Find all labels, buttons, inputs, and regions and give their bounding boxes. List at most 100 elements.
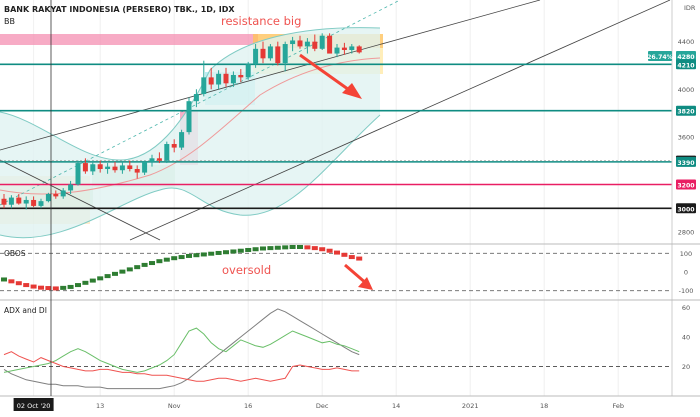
price-tick-label: 3600 xyxy=(678,133,695,141)
candle-body xyxy=(156,158,162,161)
candle-body xyxy=(260,48,266,59)
arrow-down-price xyxy=(299,53,362,99)
candle-body xyxy=(1,198,7,205)
obos-mark xyxy=(30,284,37,289)
candle-body xyxy=(223,73,229,84)
price-tag-label: 4280 xyxy=(677,54,695,61)
obos-mark xyxy=(126,267,133,272)
candle-body xyxy=(112,166,118,171)
adx-tick-label: 40 xyxy=(682,333,690,341)
candle-body xyxy=(179,132,185,148)
candle-body xyxy=(31,199,37,206)
obos-mark xyxy=(252,247,259,252)
obos-mark xyxy=(82,280,89,285)
obos-tick-label: 100 xyxy=(680,250,692,258)
candle-body xyxy=(60,190,66,197)
obos-mark xyxy=(267,246,274,251)
candle-body xyxy=(341,47,347,50)
price-tick-label: 4400 xyxy=(678,38,695,46)
candle-body xyxy=(193,94,199,102)
obos-mark xyxy=(45,286,52,291)
time-tick-label: Feb xyxy=(612,402,624,410)
candle-body xyxy=(327,35,333,54)
candle-body xyxy=(105,166,111,170)
candle-body xyxy=(319,35,325,49)
obos-mark xyxy=(223,250,229,255)
obos-mark xyxy=(38,285,44,290)
price-tag-label: 3820 xyxy=(677,109,695,116)
candle-body xyxy=(216,73,222,85)
obos-mark xyxy=(15,281,22,286)
obos-mark xyxy=(112,271,118,276)
bb-lower xyxy=(0,114,381,239)
obos-mark xyxy=(193,253,200,258)
obos-mark xyxy=(104,274,111,279)
resistance-zone-pink xyxy=(0,34,258,45)
candle-body xyxy=(275,46,281,64)
time-tick-label: Dec xyxy=(316,402,329,410)
candle-body xyxy=(134,169,140,173)
price-tag-bg xyxy=(676,179,696,190)
obos-mark xyxy=(67,284,74,289)
price-tag-bg xyxy=(676,105,696,116)
price-tag-label: 3390 xyxy=(677,160,695,167)
obos-mark xyxy=(230,249,237,254)
obos-mark xyxy=(171,256,178,261)
obos-mark xyxy=(311,246,318,251)
arrow-down-obos xyxy=(344,263,373,290)
candle-body xyxy=(164,144,170,161)
adx-series-line xyxy=(3,308,360,390)
obos-mark xyxy=(341,252,348,257)
price-level-tags: 26.74%4280421038203400339032003000 xyxy=(647,50,696,214)
obos-mark xyxy=(52,286,59,291)
price-tag-label: 26.74% xyxy=(647,54,673,61)
candle-body xyxy=(119,165,125,171)
obos-mark xyxy=(97,276,104,281)
candle-body xyxy=(282,44,288,64)
obos-mark xyxy=(215,250,222,255)
candle-body xyxy=(45,194,51,202)
candle-body xyxy=(23,199,29,204)
adx-series-line xyxy=(3,351,360,382)
candle-body xyxy=(149,158,155,162)
annotation-oversold: oversold xyxy=(222,263,271,277)
obos-mark xyxy=(304,245,311,250)
obos-tick-label: 0 xyxy=(684,269,688,277)
obos-mark xyxy=(200,252,207,257)
obos-mark xyxy=(297,244,303,249)
currency-label: IDR xyxy=(684,4,696,12)
candle-body xyxy=(245,64,251,78)
price-tag-label: 3200 xyxy=(677,182,695,189)
candle-body xyxy=(75,163,81,185)
candle-body xyxy=(53,194,59,197)
obos-mark xyxy=(60,285,67,290)
obos-mark xyxy=(178,255,185,260)
adx-tick-label: 60 xyxy=(682,304,690,312)
time-tick-label: 16 xyxy=(244,402,252,410)
obos-mark xyxy=(334,250,340,255)
obos-mark xyxy=(282,245,289,250)
price-tag-label: 3000 xyxy=(677,206,695,213)
candlesticks xyxy=(1,33,362,210)
obos-mark xyxy=(274,245,281,250)
candle-body xyxy=(90,164,96,172)
obos-mark xyxy=(1,277,7,282)
obos-mark xyxy=(245,247,252,252)
obos-mark xyxy=(23,283,30,288)
obos-mark xyxy=(237,248,244,253)
channel-dashed-line xyxy=(0,0,401,206)
price-tag-bg xyxy=(648,50,672,61)
obos-mark xyxy=(163,257,170,262)
candle-body xyxy=(142,161,148,173)
candle-body xyxy=(68,184,74,191)
price-tag-bg xyxy=(676,59,696,70)
descending-line xyxy=(0,159,161,241)
support-resistance-lines xyxy=(0,63,672,210)
channel-upper-line xyxy=(0,0,541,151)
candle-body xyxy=(16,197,22,204)
channel-lower-line xyxy=(129,0,671,241)
price-tag-bg xyxy=(676,203,696,214)
candle-body xyxy=(97,164,103,170)
obos-mark xyxy=(319,247,326,252)
